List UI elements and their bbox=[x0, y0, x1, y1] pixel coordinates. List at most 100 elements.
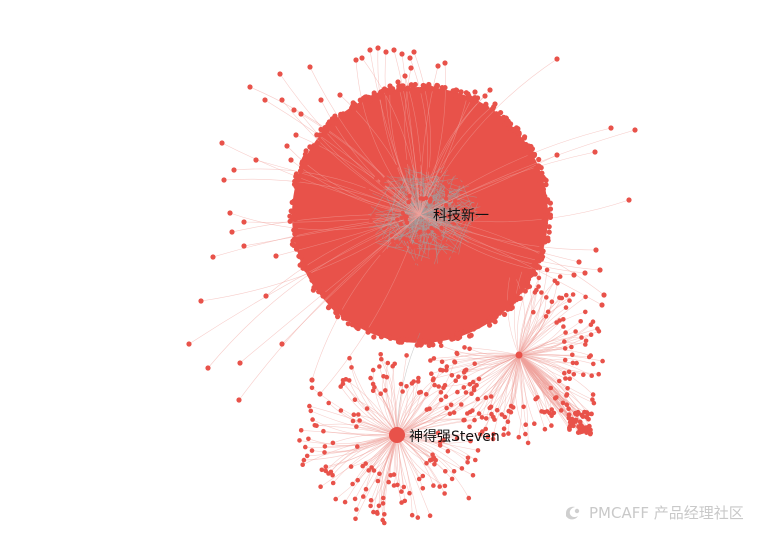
cluster-node bbox=[470, 326, 477, 332]
secondary-leaf-node bbox=[564, 292, 569, 298]
steven-leaf-node bbox=[353, 516, 358, 522]
secondary-leaf-node bbox=[494, 407, 500, 413]
core-node bbox=[443, 203, 449, 208]
leaf-node bbox=[375, 45, 381, 51]
steven-leaf-node bbox=[343, 377, 349, 382]
secondary-leaf-node bbox=[467, 346, 472, 352]
steven-leaf-node bbox=[432, 462, 437, 467]
core-edge bbox=[375, 242, 430, 259]
core-node bbox=[445, 213, 451, 219]
leaf-edge bbox=[279, 73, 421, 216]
cluster-node bbox=[344, 315, 350, 322]
leaf-node bbox=[241, 243, 247, 249]
steven-leaf-node bbox=[424, 461, 429, 466]
secondary-leaf-node bbox=[487, 405, 493, 411]
secondary-leaf-node bbox=[523, 422, 528, 428]
steven-leaf-node bbox=[383, 388, 388, 393]
cluster-node bbox=[289, 209, 295, 215]
cluster-node bbox=[315, 282, 321, 289]
cluster-node bbox=[483, 104, 489, 110]
secondary-leaf-node bbox=[580, 414, 586, 419]
steven-leaf-node bbox=[355, 444, 360, 449]
cluster-node bbox=[408, 82, 414, 88]
leaf-node bbox=[353, 57, 359, 63]
cluster-node bbox=[501, 311, 508, 317]
secondary-edge bbox=[485, 354, 520, 430]
cluster-node bbox=[361, 95, 367, 101]
cluster-node bbox=[371, 92, 377, 98]
leaf-node bbox=[279, 341, 285, 347]
core-node bbox=[407, 253, 412, 259]
cluster-node bbox=[287, 213, 293, 219]
cluster-node bbox=[458, 89, 464, 95]
core-edge bbox=[424, 246, 449, 251]
leaf-edge bbox=[419, 214, 597, 251]
steven-leaf-node bbox=[298, 428, 304, 433]
secondary-leaf-node bbox=[453, 378, 459, 384]
cluster-node bbox=[513, 297, 520, 303]
secondary-leaf-node bbox=[586, 416, 591, 422]
secondary-leaf-node bbox=[428, 358, 433, 363]
steven-leaf-node bbox=[437, 443, 443, 448]
cluster-node bbox=[416, 87, 423, 93]
leaf-node bbox=[263, 293, 269, 299]
core-node bbox=[427, 167, 432, 172]
leaf-node bbox=[309, 377, 315, 383]
core-edge bbox=[434, 171, 447, 203]
cluster-node bbox=[536, 156, 542, 163]
secondary-edge bbox=[508, 354, 520, 434]
steven-leaf-node bbox=[459, 466, 465, 471]
cluster-node bbox=[544, 199, 550, 205]
secondary-leaf-node bbox=[567, 419, 573, 425]
secondary-leaf-node bbox=[444, 364, 450, 369]
steven-leaf-node bbox=[322, 444, 328, 449]
secondary-leaf-node bbox=[586, 423, 592, 429]
cluster-node bbox=[449, 333, 455, 339]
cluster-node bbox=[528, 272, 534, 278]
secondary-leaf-node bbox=[579, 335, 584, 340]
steven-leaf-node bbox=[338, 384, 344, 389]
secondary-leaf-node bbox=[578, 319, 583, 324]
core-node bbox=[421, 196, 426, 202]
leaf-node bbox=[273, 253, 279, 259]
cluster-node bbox=[531, 152, 538, 158]
secondary-edge bbox=[518, 292, 542, 356]
steven-leaf-node bbox=[424, 392, 429, 397]
cluster-node bbox=[529, 146, 536, 152]
secondary-edge bbox=[518, 354, 570, 416]
secondary-leaf-node bbox=[549, 423, 554, 428]
steven-leaf-node bbox=[462, 417, 467, 423]
steven-leaf-node bbox=[309, 385, 315, 391]
secondary-edge bbox=[518, 354, 594, 365]
steven-leaf-node bbox=[361, 494, 366, 499]
leaf-edge bbox=[319, 214, 421, 395]
secondary-leaf-node bbox=[591, 361, 596, 367]
core-node bbox=[441, 239, 446, 245]
secondary-leaf-node bbox=[595, 326, 600, 332]
cluster-node bbox=[354, 103, 360, 109]
secondary-leaf-node bbox=[567, 427, 572, 432]
cluster-node bbox=[516, 135, 522, 141]
secondary-leaf-node bbox=[510, 405, 516, 410]
leaf-node bbox=[291, 107, 297, 113]
leaf-node bbox=[236, 397, 242, 403]
secondary-leaf-node bbox=[571, 372, 577, 377]
cluster-node bbox=[299, 164, 305, 170]
cluster-node bbox=[437, 338, 443, 345]
secondary-leaf-node bbox=[549, 299, 555, 305]
secondary-leaf-node bbox=[564, 393, 569, 398]
secondary-leaf-node bbox=[527, 284, 533, 289]
core-node bbox=[359, 210, 364, 215]
leaf-edge bbox=[355, 59, 421, 216]
cluster-node bbox=[307, 271, 313, 277]
core-node bbox=[394, 239, 400, 245]
secondary-leaf-node bbox=[516, 434, 522, 440]
secondary-leaf-node bbox=[491, 431, 496, 437]
leaf-node bbox=[279, 97, 285, 103]
steven-leaf-node bbox=[400, 389, 405, 394]
secondary-edge bbox=[518, 277, 540, 356]
secondary-leaf-node bbox=[455, 389, 460, 395]
leaf-node bbox=[318, 97, 324, 103]
core-node bbox=[428, 197, 433, 202]
steven-leaf-node bbox=[374, 509, 380, 515]
